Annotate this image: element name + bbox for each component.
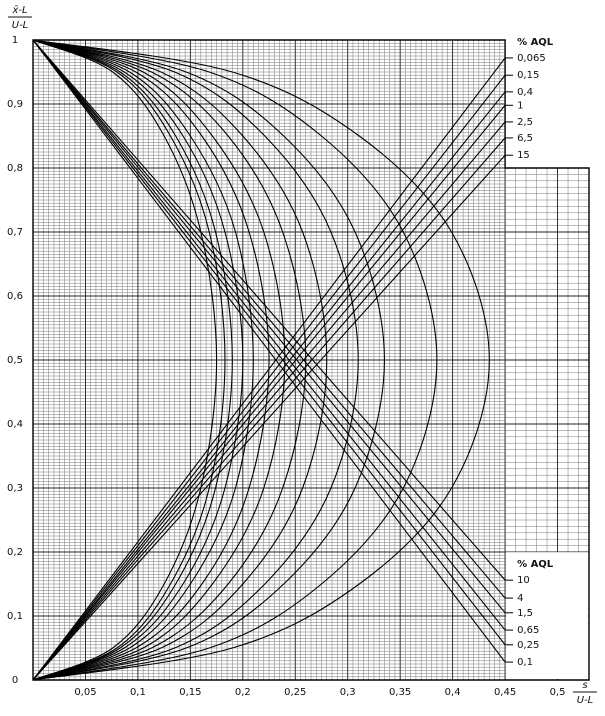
legend-label: 0,15 [517, 70, 539, 81]
legend-label: 0,65 [517, 625, 539, 636]
acceptance-curve [32, 39, 359, 681]
x-tick-label: 0,1 [130, 687, 146, 698]
y-title-top: x̄-L [11, 5, 27, 16]
acceptance-curve [32, 39, 244, 681]
legend-label: 0,065 [517, 53, 546, 64]
acceptance-curve [32, 39, 490, 681]
y-title-bottom: U-L [12, 20, 29, 31]
aql-line [32, 137, 506, 681]
aql-line [32, 121, 506, 681]
label-panel [506, 552, 588, 679]
y-tick-label: 0,1 [7, 611, 23, 622]
y-tick-label: 0,5 [7, 355, 23, 366]
y-tick-label: 0,2 [7, 547, 23, 558]
y-tick-label: 0,6 [7, 291, 23, 302]
aql-line [32, 39, 506, 614]
y-tick-label: 0 [12, 675, 18, 686]
y-tick-label: 0,7 [7, 227, 23, 238]
legend-label: 0,4 [517, 87, 533, 98]
legend-label: 1 [517, 100, 523, 111]
aql-line [32, 104, 506, 681]
acceptance-curve [32, 39, 385, 681]
x-tick-label: 0,3 [340, 687, 356, 698]
acceptance-curve [32, 39, 328, 681]
acceptance-curve [32, 39, 254, 681]
acceptance-curve [32, 39, 218, 681]
y-tick-label: 1 [12, 35, 18, 46]
x-tick-label: 0,5 [550, 687, 566, 698]
x-tick-label: 0,05 [74, 687, 96, 698]
acceptance-curve [32, 39, 307, 681]
y-tick-label: 0,8 [7, 163, 23, 174]
legend-label: 6,5 [517, 133, 533, 144]
y-tick-label: 0,9 [7, 99, 23, 110]
acceptance-curve [32, 39, 233, 681]
legend-label: 1,5 [517, 608, 533, 619]
acceptance-curve [32, 39, 270, 681]
legend-label: 0,1 [517, 657, 533, 668]
legend-title: % AQL [517, 559, 554, 570]
aql-line [32, 39, 506, 599]
aql-line [32, 91, 506, 681]
x-tick-label: 0,15 [179, 687, 201, 698]
x-tick-label: 0,4 [445, 687, 461, 698]
aql-line [32, 39, 506, 646]
x-title-bottom: U-L [577, 695, 594, 706]
y-tick-label: 0,3 [7, 483, 23, 494]
aql-line [32, 154, 506, 681]
aql-line [32, 57, 506, 681]
legend-label: 10 [517, 575, 530, 586]
y-tick-label: 0,4 [7, 419, 23, 430]
legend-label: 2,5 [517, 117, 533, 128]
legend-label: 0,25 [517, 640, 539, 651]
aql-line [32, 39, 506, 581]
x-title-top: s [582, 680, 587, 691]
x-tick-label: 0,2 [235, 687, 251, 698]
legend-label: 15 [517, 150, 530, 161]
acceptance-curve [32, 39, 286, 681]
acceptance-curve [32, 39, 226, 681]
x-tick-label: 0,25 [284, 687, 306, 698]
x-tick-label: 0,35 [389, 687, 411, 698]
x-tick-label: 0,45 [494, 687, 516, 698]
legend-title: % AQL [517, 37, 554, 48]
aql-line [32, 74, 506, 681]
aql-line [32, 39, 506, 631]
aql-line [32, 39, 506, 663]
acceptance-curve [32, 39, 438, 681]
legend-label: 4 [517, 593, 523, 604]
